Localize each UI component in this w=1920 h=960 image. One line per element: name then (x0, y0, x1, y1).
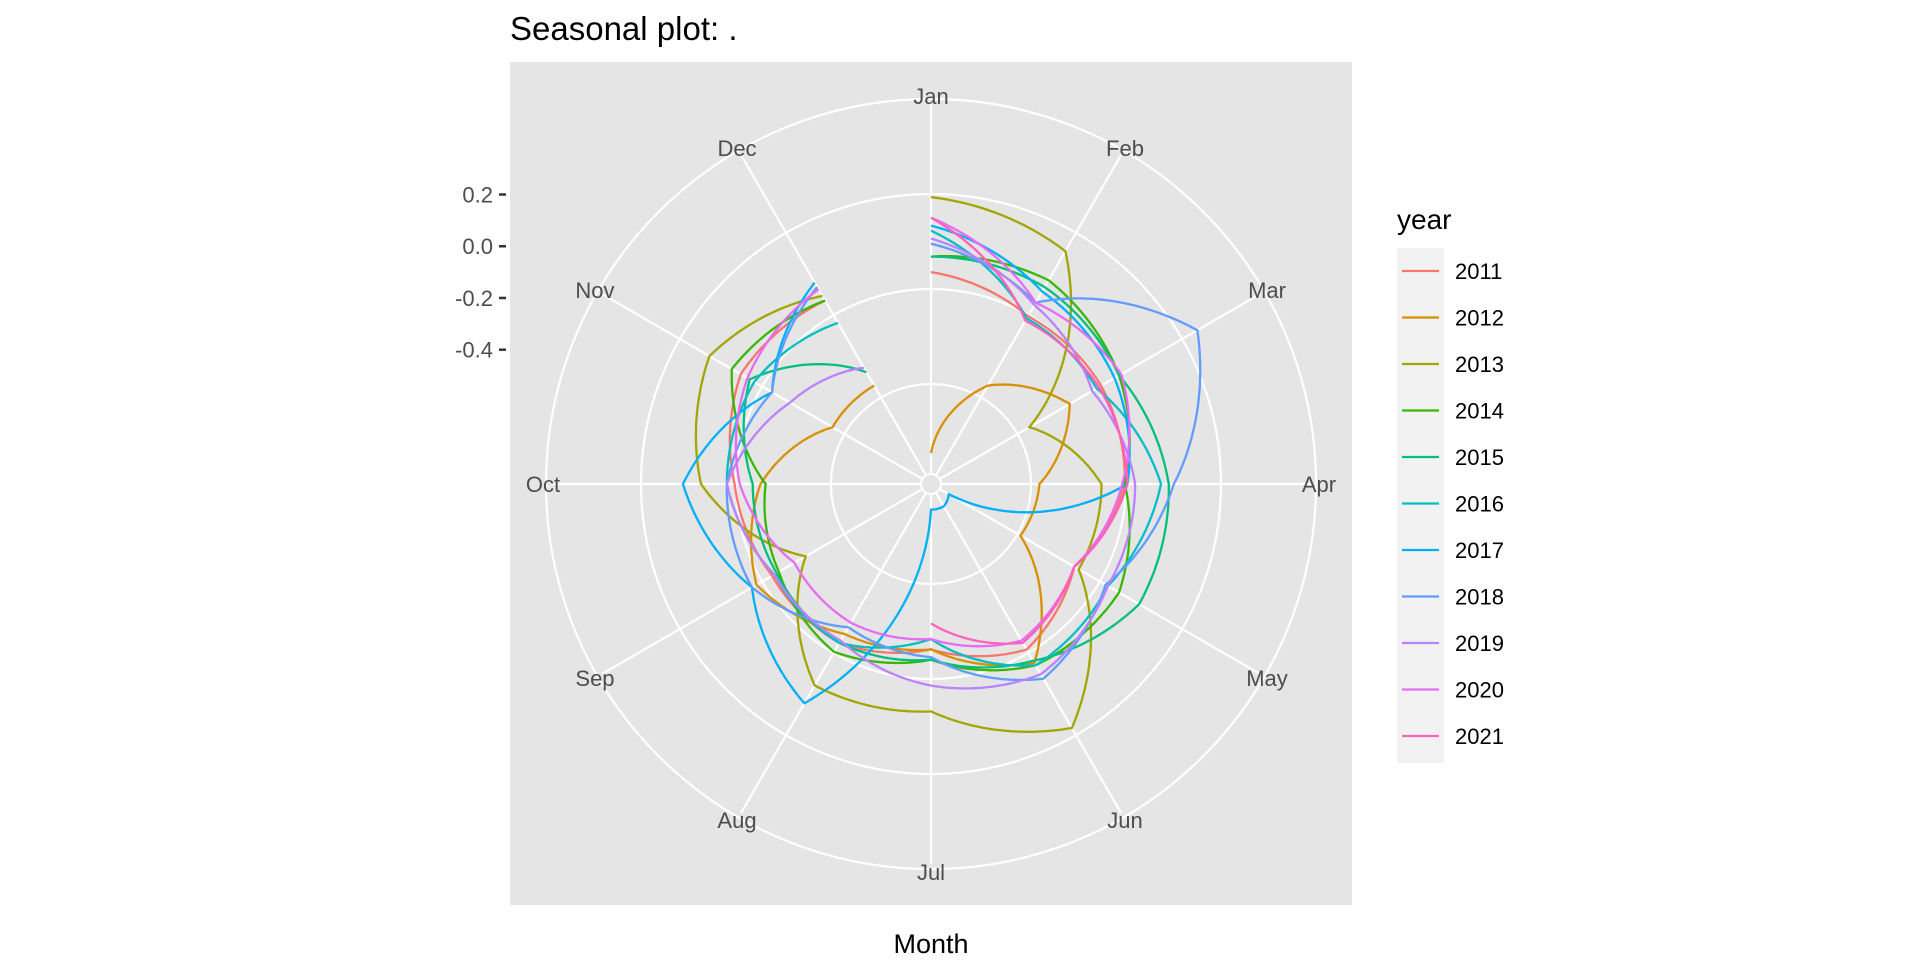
legend-label-2014: 2014 (1455, 399, 1504, 424)
grid-spoke (601, 293, 923, 480)
series-line-2013 (694, 195, 1103, 733)
series-line-2017 (681, 224, 1131, 705)
month-label-dec: Dec (717, 136, 756, 161)
legend-label-2012: 2012 (1455, 306, 1504, 331)
legend-label-2015: 2015 (1455, 445, 1504, 470)
grid-spoke (939, 488, 1261, 675)
month-label-mar: Mar (1248, 278, 1286, 303)
series-line-2018 (725, 242, 1202, 682)
grid-spoke (601, 488, 923, 675)
chart-title: Seasonal plot: . (510, 10, 738, 47)
grid-spoke (935, 154, 1122, 476)
legend-label-2018: 2018 (1455, 585, 1504, 610)
radial-tick-label: 0.0 (462, 234, 493, 259)
month-label-apr: Apr (1302, 472, 1336, 497)
grid-spoke (740, 492, 927, 814)
series-line-2021 (930, 216, 1129, 645)
radial-tick-label: -0.2 (455, 286, 493, 311)
month-label-jan: Jan (913, 84, 948, 109)
series-line-2020 (734, 216, 1131, 648)
month-label-feb: Feb (1106, 136, 1144, 161)
radial-axis: 0.2 0.0 -0.2 -0.4 (455, 183, 506, 363)
x-axis-title: Month (893, 929, 968, 959)
month-label-oct: Oct (526, 472, 560, 497)
month-label-sep: Sep (575, 666, 614, 691)
legend-label-2013: 2013 (1455, 352, 1504, 377)
month-label-nov: Nov (575, 278, 614, 303)
legend-label-2016: 2016 (1455, 492, 1504, 517)
series-line-2016 (725, 229, 1163, 667)
legend-label-2021: 2021 (1455, 724, 1504, 749)
grid-spoke (935, 492, 1122, 814)
series-lines (681, 195, 1202, 733)
polar-grid (544, 97, 1318, 871)
legend-label-2017: 2017 (1455, 538, 1504, 563)
legend: 2011 2012 2013 2014 2015 2016 2017 2018 2019 2020… (1402, 259, 1504, 749)
legend-key-background (1397, 248, 1444, 763)
series-line-2014 (730, 254, 1131, 672)
grid-ring (544, 97, 1318, 871)
series-line-2019 (725, 237, 1137, 690)
month-label-aug: Aug (717, 808, 756, 833)
radial-tick-label: -0.4 (455, 338, 493, 363)
month-label-jul: Jul (917, 860, 945, 885)
legend-title: year (1397, 204, 1451, 235)
month-labels: Jan Feb Mar Apr May Jun Jul Aug Sep Oct Nov Dec (526, 84, 1336, 885)
legend-label-2011: 2011 (1455, 259, 1502, 284)
month-label-may: May (1246, 666, 1288, 691)
series-line-2012 (749, 383, 1071, 667)
legend-label-2020: 2020 (1455, 678, 1504, 703)
radial-tick-label: 0.2 (462, 183, 493, 208)
month-label-jun: Jun (1107, 808, 1142, 833)
grid-spoke (939, 293, 1261, 480)
legend-label-2019: 2019 (1455, 631, 1504, 656)
grid-spoke (740, 154, 927, 476)
